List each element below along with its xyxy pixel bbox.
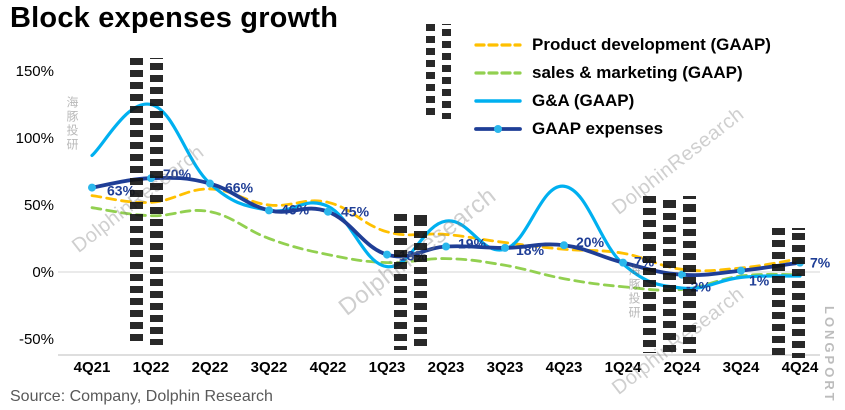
legend-item-ga: G&A (GAAP) <box>474 90 771 111</box>
x-tick-label: 1Q22 <box>133 359 170 376</box>
x-tick-label: 3Q24 <box>723 359 760 376</box>
data-label: 20% <box>576 234 605 250</box>
legend-label-gaap-expenses: GAAP expenses <box>532 118 664 138</box>
y-tick-label: 100% <box>16 130 54 147</box>
data-point-marker <box>619 258 627 267</box>
series-line <box>90 187 802 273</box>
data-label: 1% <box>749 273 770 289</box>
y-tick-label: -50% <box>19 331 54 348</box>
data-point-marker <box>383 250 391 259</box>
legend-label-sales-marketing: sales & marketing (GAAP) <box>532 62 743 82</box>
data-label: 18% <box>516 242 545 258</box>
data-point-marker <box>324 207 332 216</box>
x-tick-label: 4Q22 <box>310 359 347 376</box>
y-tick-label: 150% <box>16 63 54 80</box>
legend-item-product-development: Product development (GAAP) <box>474 34 771 55</box>
data-point-marker <box>147 174 155 183</box>
legend-swatch-product-development <box>474 42 522 47</box>
legend-swatch-gaap-expenses <box>474 124 522 133</box>
legend-label-product-development: Product development (GAAP) <box>532 34 771 54</box>
x-tick-label: 4Q21 <box>74 359 111 376</box>
data-label: -2% <box>686 279 711 295</box>
data-point-marker <box>442 242 450 251</box>
source-note: Source: Company, Dolphin Research <box>10 388 273 405</box>
x-tick-label: 4Q23 <box>546 359 583 376</box>
legend-item-gaap-expenses: GAAP expenses <box>474 118 771 139</box>
data-label: 7% <box>810 255 831 271</box>
x-tick-label: 2Q23 <box>428 359 465 376</box>
data-point-marker <box>265 206 273 215</box>
y-tick-label: 50% <box>24 197 54 214</box>
data-label: 7% <box>634 254 655 270</box>
data-point-marker <box>678 270 686 279</box>
x-tick-label: 2Q22 <box>192 359 229 376</box>
data-label: 19% <box>458 236 487 252</box>
data-point-marker <box>737 266 745 275</box>
data-point-marker <box>796 258 804 267</box>
series-line <box>90 175 802 277</box>
data-label: 70% <box>163 166 192 182</box>
legend-swatch-ga <box>474 98 522 103</box>
data-label: 66% <box>225 180 254 196</box>
x-tick-label: 3Q23 <box>487 359 524 376</box>
data-point-marker <box>560 241 568 250</box>
chart-legend: Product development (GAAP) sales & marke… <box>474 34 771 139</box>
x-tick-label: 1Q23 <box>369 359 406 376</box>
data-label: 63% <box>107 183 136 199</box>
legend-item-sales-marketing: sales & marketing (GAAP) <box>474 62 771 83</box>
data-label: 46% <box>281 201 310 217</box>
legend-swatch-sales-marketing <box>474 70 522 75</box>
data-point-marker <box>206 179 214 188</box>
y-tick-label: 0% <box>32 264 54 281</box>
data-label: 13% <box>399 248 428 264</box>
chart-title: Block expenses growth <box>10 2 339 34</box>
x-tick-label: 4Q24 <box>782 359 819 376</box>
x-tick-label: 2Q24 <box>664 359 701 376</box>
x-tick-label: 3Q22 <box>251 359 288 376</box>
data-point-marker <box>501 243 509 252</box>
data-point-marker <box>88 183 96 192</box>
legend-label-ga: G&A (GAAP) <box>532 90 635 110</box>
x-tick-label: 1Q24 <box>605 359 642 376</box>
data-label: 45% <box>341 204 370 220</box>
